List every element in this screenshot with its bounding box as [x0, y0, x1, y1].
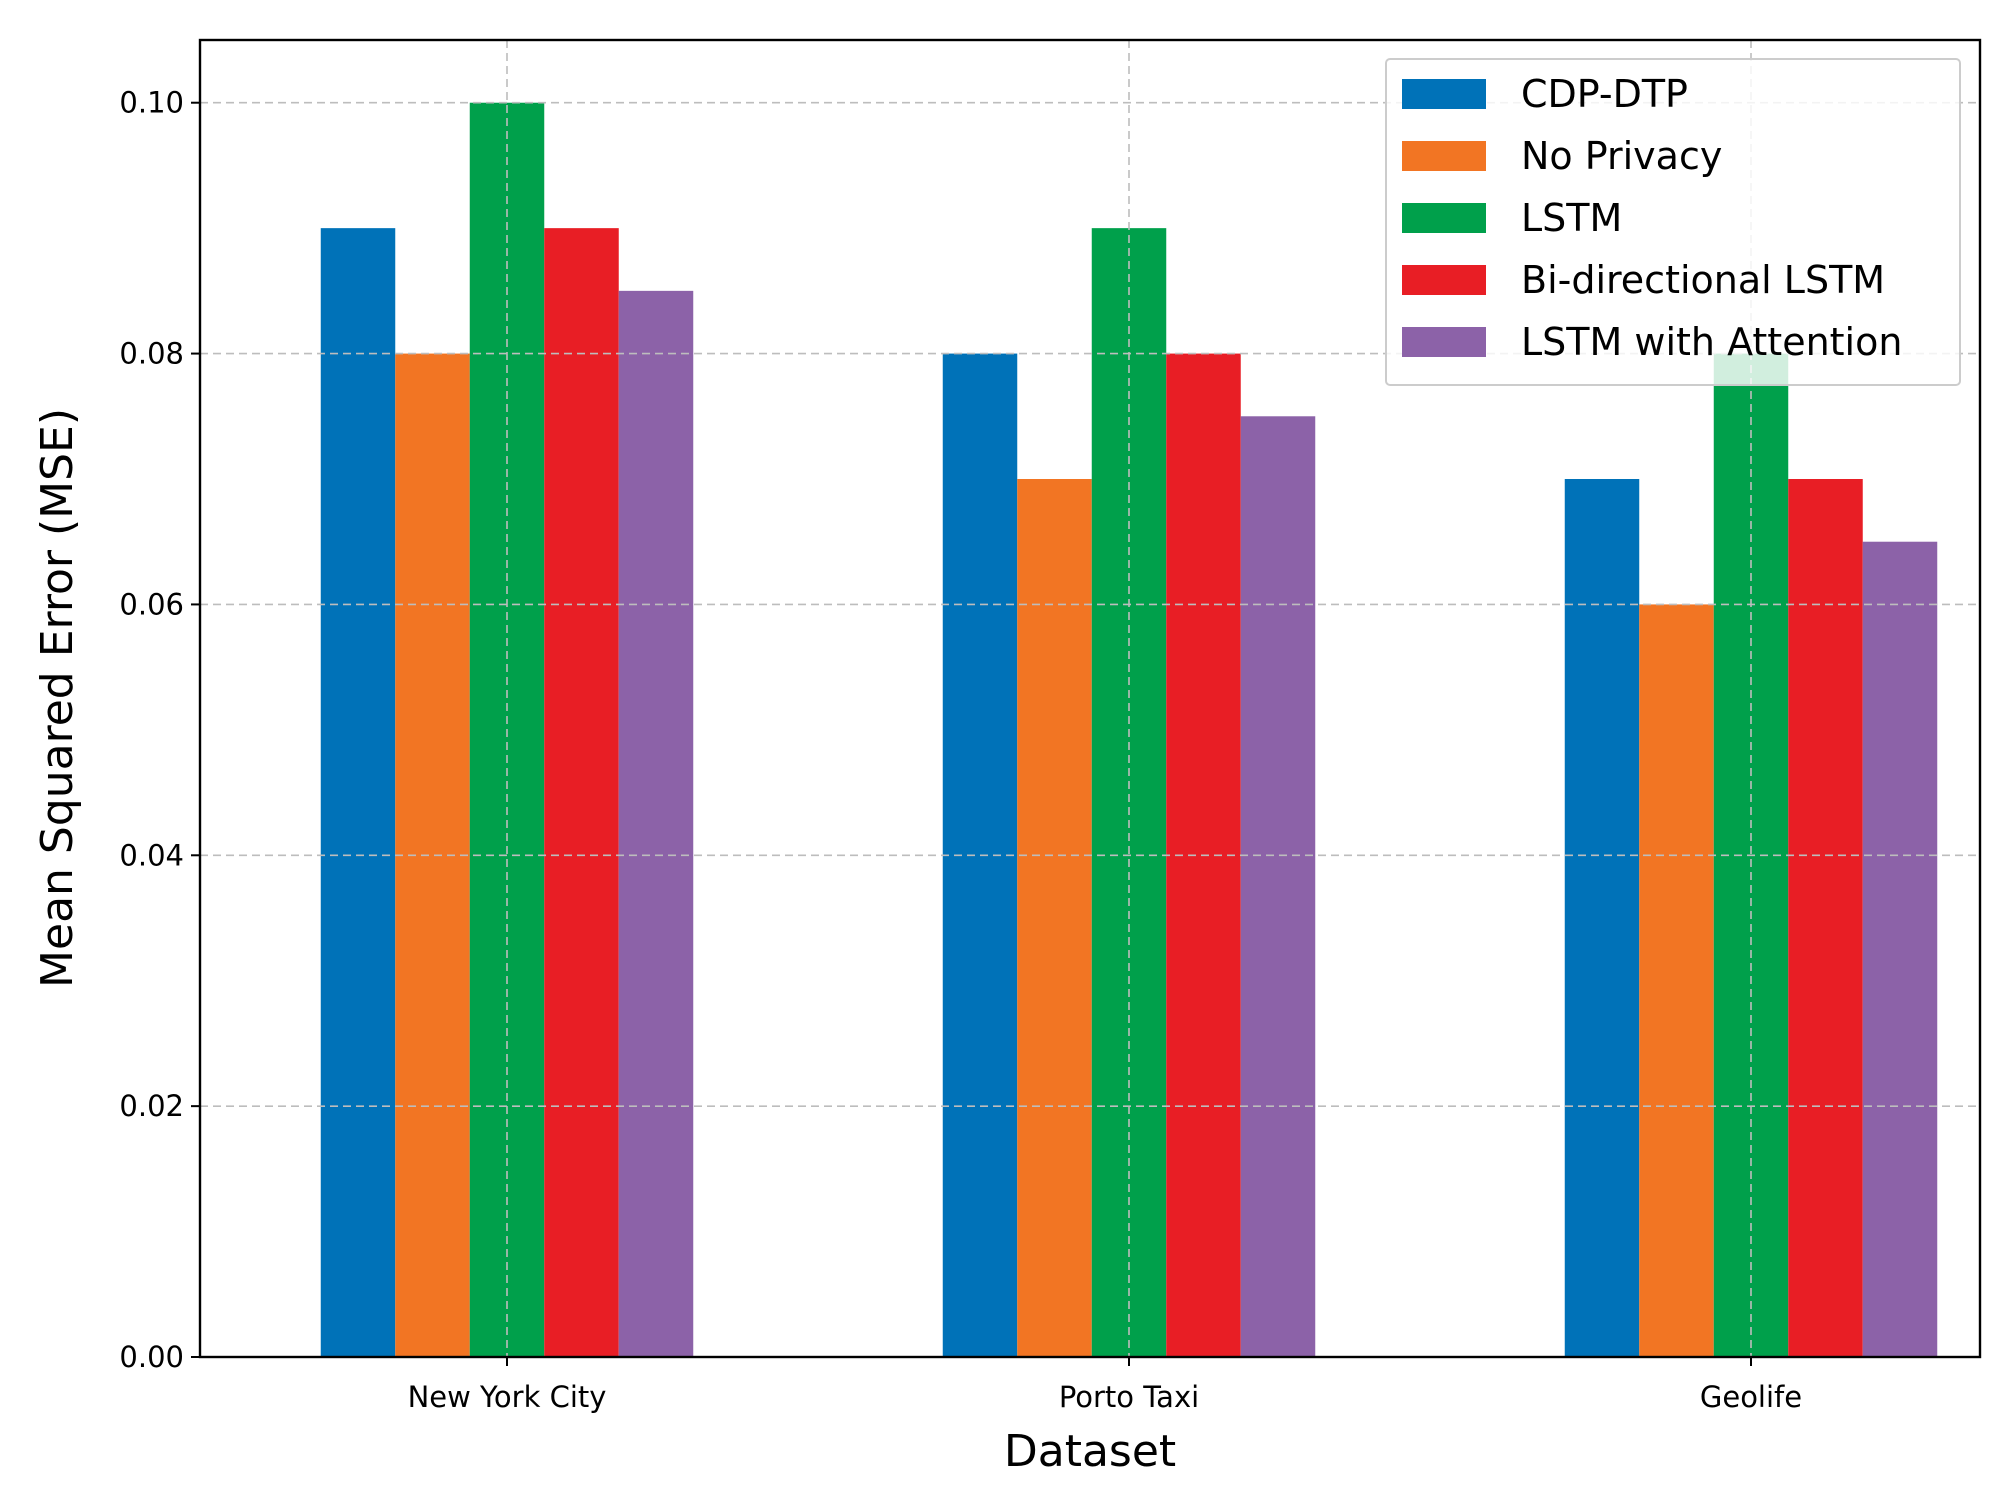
- bar-lstm-with-attention-1: [618, 290, 694, 1357]
- x-tick-label: Geolife: [1700, 1380, 1802, 1414]
- plot-frame: [198, 38, 1982, 1359]
- legend-label: Bi-directional LSTM: [1521, 258, 1885, 302]
- y-tick-label: 0.00: [119, 1340, 184, 1374]
- legend-swatch: [1402, 327, 1486, 357]
- legend-label: No Privacy: [1521, 134, 1722, 178]
- bar-cdp-dtp-1: [320, 228, 396, 1358]
- bar-bi-directional-lstm-3: [1788, 479, 1863, 1357]
- bar-bi-directional-lstm-1: [544, 228, 619, 1358]
- y-tick-label: 0.06: [119, 587, 184, 621]
- bar-lstm-with-attention-3: [1862, 541, 1938, 1357]
- x-axis: New York City Porto Taxi Geolife: [408, 1357, 1802, 1414]
- bar-no-privacy-2: [1017, 479, 1092, 1357]
- x-axis-title: Dataset: [1004, 1426, 1176, 1477]
- x-tick-label: New York City: [408, 1380, 607, 1414]
- y-axis-title: Mean Squared Error (MSE): [32, 408, 83, 988]
- legend-swatch: [1402, 141, 1486, 171]
- legend-label: LSTM: [1521, 196, 1622, 240]
- legend-box: [1385, 58, 1961, 386]
- bar-lstm-2: [1091, 228, 1167, 1358]
- x-tick-label: Porto Taxi: [1059, 1380, 1199, 1414]
- legend-swatch: [1402, 203, 1486, 233]
- y-tick-label: 0.02: [119, 1089, 184, 1123]
- legend-label: LSTM with Attention: [1521, 320, 1902, 364]
- bar-no-privacy-1: [395, 353, 470, 1358]
- legend-swatch: [1402, 79, 1486, 109]
- bar-cdp-dtp-3: [1564, 479, 1640, 1357]
- legend-label: CDP-DTP: [1521, 72, 1688, 116]
- y-tick-label: 0.08: [119, 337, 184, 371]
- legend: CDP-DTP No Privacy LSTM Bi-directional LSTM…: [1385, 58, 1961, 386]
- y-axis: 0.00 0.02 0.04 0.06 0.08 0.10: [119, 86, 200, 1374]
- y-tick-label: 0.10: [119, 86, 184, 120]
- legend-swatch: [1402, 265, 1486, 295]
- y-tick-label: 0.04: [119, 838, 184, 872]
- bar-no-privacy-3: [1639, 604, 1714, 1357]
- bar-lstm-with-attention-2: [1240, 416, 1316, 1357]
